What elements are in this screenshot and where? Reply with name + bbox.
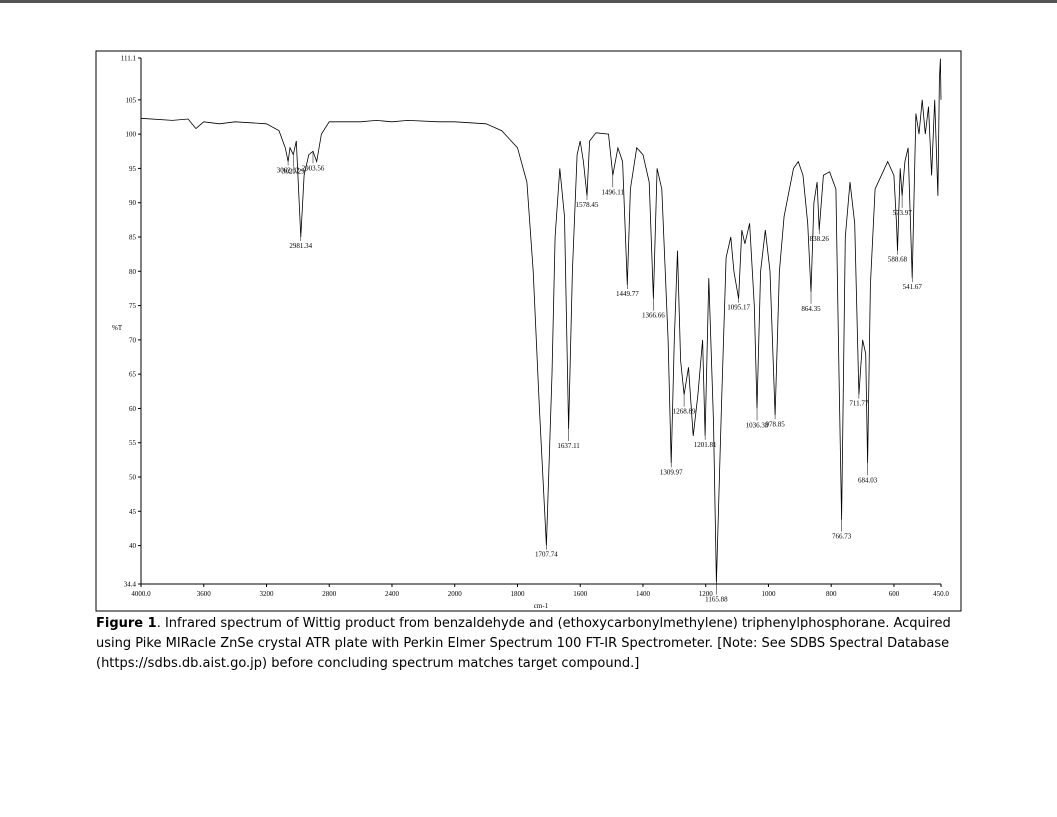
x-tick-label: 4000.0	[131, 590, 151, 598]
top-border	[0, 0, 1057, 3]
x-tick-label: 1400	[636, 590, 651, 598]
peak-label: 1201.81	[694, 441, 717, 449]
peak-label: 978.85	[765, 420, 785, 428]
peak-label: 1165.88	[705, 596, 728, 604]
y-tick-label: 80	[129, 268, 137, 276]
peak-label: 1578.45	[576, 201, 599, 209]
peak-label: 1036.38	[746, 421, 769, 429]
y-axis-label: %T	[112, 324, 123, 332]
y-tick-label: 50	[129, 474, 137, 482]
y-tick-label: 70	[129, 336, 137, 344]
peak-label: 2903.56	[302, 164, 325, 172]
peak-label: 1366.66	[642, 312, 665, 320]
peak-label: 1637.11	[557, 442, 580, 450]
x-tick-label: 600	[889, 590, 900, 598]
y-tick-label: 100	[126, 131, 137, 139]
y-tick-label: 111.1	[121, 55, 137, 63]
peak-label: 838.26	[810, 235, 830, 243]
y-tick-label: 34.4	[124, 581, 137, 589]
x-tick-label: 1800	[510, 590, 525, 598]
y-tick-label: 105	[126, 96, 137, 104]
x-tick-label: 1000	[761, 590, 776, 598]
x-tick-label: 2000	[448, 590, 463, 598]
x-tick-label: 2400	[385, 590, 400, 598]
peak-label: 711.77	[849, 400, 868, 408]
y-tick-label: 60	[129, 405, 137, 413]
y-tick-label: 65	[129, 371, 137, 379]
x-tick-label: 800	[826, 590, 837, 598]
x-tick-label: 3600	[197, 590, 212, 598]
caption-label: Figure 1	[96, 616, 157, 631]
peak-label: 3062.32	[277, 167, 300, 175]
y-tick-label: 95	[129, 165, 137, 173]
peak-label: 573.97	[892, 209, 912, 217]
peak-label: 864.35	[801, 305, 821, 313]
x-tick-label: 1600	[573, 590, 588, 598]
peak-label: 1496.11	[602, 188, 625, 196]
peak-label: 541.67	[903, 283, 923, 291]
peak-label: 588.68	[888, 256, 908, 264]
x-axis-label: cm-1	[534, 602, 549, 610]
peak-label: 1095.17	[727, 304, 750, 312]
peak-label: 1707.74	[535, 551, 558, 559]
spectrum-line	[140, 58, 942, 583]
x-tick-label: 450.0	[933, 590, 949, 598]
x-tick-label: 2800	[322, 590, 337, 598]
y-tick-label: 40	[129, 542, 137, 550]
peak-label: 1309.97	[660, 468, 683, 476]
y-tick-label: 75	[129, 302, 137, 310]
y-tick-label: 85	[129, 233, 137, 241]
y-tick-label: 90	[129, 199, 137, 207]
y-tick-label: 55	[129, 439, 137, 447]
caption-text: . Infrared spectrum of Wittig product fr…	[96, 616, 951, 671]
peak-label: 684.03	[858, 476, 878, 484]
y-tick-label: 45	[129, 508, 137, 516]
peak-label: 1268.89	[673, 408, 696, 416]
caption: Figure 1. Infrared spectrum of Wittig pr…	[96, 614, 966, 674]
x-tick-label: 1200	[699, 590, 714, 598]
peak-label: 1449.77	[616, 290, 639, 298]
chart-frame	[95, 50, 962, 612]
peak-label: 3029.29	[282, 168, 305, 176]
peak-label: 766.73	[832, 533, 852, 541]
x-tick-label: 3200	[259, 590, 274, 598]
peak-label: 2981.34	[289, 242, 312, 250]
